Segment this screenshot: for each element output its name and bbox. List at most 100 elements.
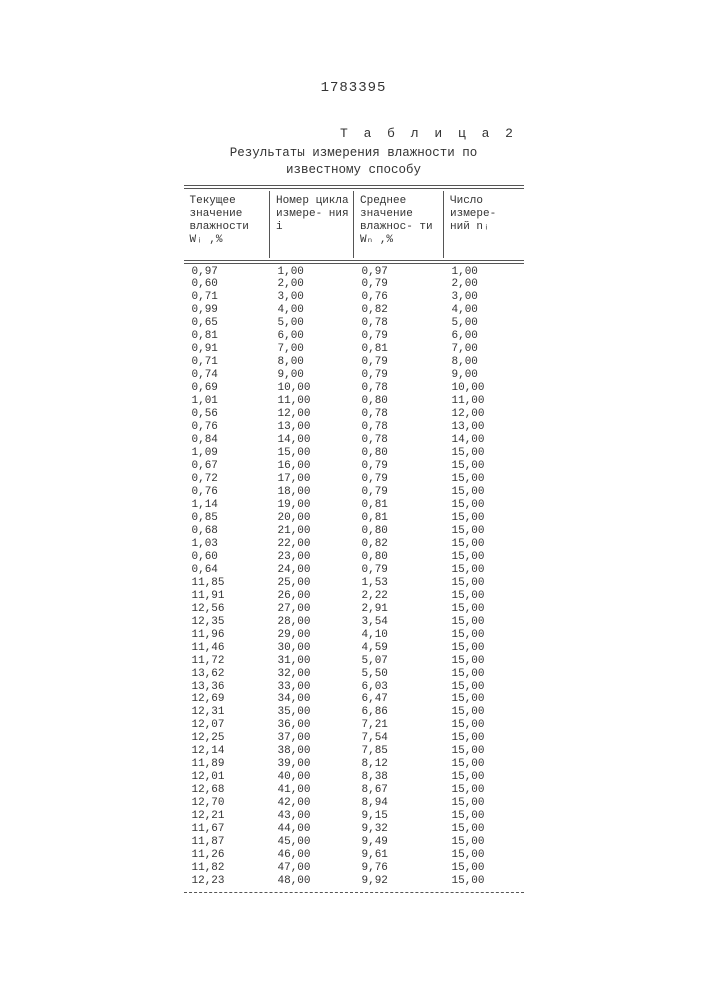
cell: 15,00 <box>444 732 524 745</box>
cell: 0,69 <box>184 382 270 395</box>
cell: 1,00 <box>270 266 354 279</box>
table-row: 12,7042,008,9415,00 <box>184 797 524 810</box>
cell: 36,00 <box>270 719 354 732</box>
cell: 0,80 <box>354 447 444 460</box>
cell: 9,49 <box>354 836 444 849</box>
cell: 33,00 <box>270 681 354 694</box>
cell: 5,00 <box>270 317 354 330</box>
cell: 6,00 <box>444 330 524 343</box>
cell: 37,00 <box>270 732 354 745</box>
cell: 32,00 <box>270 668 354 681</box>
cell: 8,12 <box>354 758 444 771</box>
cell: 0,79 <box>354 330 444 343</box>
cell: 15,00 <box>444 784 524 797</box>
cell: 0,97 <box>354 266 444 279</box>
cell: 6,00 <box>270 330 354 343</box>
cell: 15,00 <box>444 797 524 810</box>
cell: 12,31 <box>184 706 270 719</box>
table-row: 12,6934,006,4715,00 <box>184 693 524 706</box>
cell: 13,36 <box>184 681 270 694</box>
table-wrapper: Текущее значение влажности Wᵢ ,% Номер ц… <box>184 185 524 893</box>
table-row: 11,9126,002,2215,00 <box>184 590 524 603</box>
cell: 12,23 <box>184 875 270 888</box>
cell: 0,56 <box>184 408 270 421</box>
table-row: 12,0736,007,2115,00 <box>184 719 524 732</box>
cell: 15,00 <box>444 538 524 551</box>
document-number: 1783395 <box>0 80 707 96</box>
cell: 15,00 <box>444 758 524 771</box>
cell: 0,79 <box>354 486 444 499</box>
cell: 10,00 <box>270 382 354 395</box>
cell: 4,00 <box>444 304 524 317</box>
table-row: 1,1419,000,8115,00 <box>184 499 524 512</box>
cell: 15,00 <box>444 771 524 784</box>
cell: 12,14 <box>184 745 270 758</box>
table-row: 0,6821,000,8015,00 <box>184 525 524 538</box>
cell: 19,00 <box>270 499 354 512</box>
cell: 16,00 <box>270 460 354 473</box>
cell: 11,00 <box>444 395 524 408</box>
cell: 2,00 <box>270 278 354 291</box>
cell: 9,00 <box>270 369 354 382</box>
cell: 2,22 <box>354 590 444 603</box>
cell: 15,00 <box>444 551 524 564</box>
cell: 8,94 <box>354 797 444 810</box>
table-row: 1,0322,000,8215,00 <box>184 538 524 551</box>
cell: 3,00 <box>444 291 524 304</box>
cell: 15,00 <box>270 447 354 460</box>
table-row: 11,7231,005,0715,00 <box>184 655 524 668</box>
table-row: 11,2646,009,6115,00 <box>184 849 524 862</box>
table-row: 12,1438,007,8515,00 <box>184 745 524 758</box>
cell: 11,91 <box>184 590 270 603</box>
table-row: 0,5612,000,7812,00 <box>184 408 524 421</box>
rule-mid-2 <box>184 263 524 264</box>
cell: 12,70 <box>184 797 270 810</box>
cell: 5,50 <box>354 668 444 681</box>
cell: 10,00 <box>444 382 524 395</box>
col-header-i: Номер цикла измере- ния i <box>270 191 354 258</box>
cell: 0,81 <box>354 343 444 356</box>
cell: 0,82 <box>354 304 444 317</box>
cell: 6,47 <box>354 693 444 706</box>
cell: 8,38 <box>354 771 444 784</box>
table-row: 0,917,000,817,00 <box>184 343 524 356</box>
cell: 15,00 <box>444 836 524 849</box>
page: 1783395 Т а б л и ц а 2 Результаты измер… <box>0 0 707 1000</box>
cell: 11,82 <box>184 862 270 875</box>
cell: 0,72 <box>184 473 270 486</box>
table-row: 0,6910,000,7810,00 <box>184 382 524 395</box>
cell: 12,56 <box>184 603 270 616</box>
cell: 15,00 <box>444 875 524 888</box>
table-row: 1,0111,000,8011,00 <box>184 395 524 408</box>
cell: 0,78 <box>354 317 444 330</box>
cell: 15,00 <box>444 862 524 875</box>
cell: 0,74 <box>184 369 270 382</box>
cell: 24,00 <box>270 564 354 577</box>
cell: 3,00 <box>270 291 354 304</box>
table-row: 0,6023,000,8015,00 <box>184 551 524 564</box>
cell: 0,76 <box>184 486 270 499</box>
cell: 15,00 <box>444 603 524 616</box>
table-label: Т а б л и ц а 2 <box>0 126 517 141</box>
cell: 28,00 <box>270 616 354 629</box>
cell: 4,00 <box>270 304 354 317</box>
cell: 1,03 <box>184 538 270 551</box>
cell: 12,00 <box>270 408 354 421</box>
cell: 9,76 <box>354 862 444 875</box>
cell: 15,00 <box>444 499 524 512</box>
cell: 23,00 <box>270 551 354 564</box>
col-header-wn: Среднее значение влажнос- ти Wₙ ,% <box>354 191 444 258</box>
cell: 1,01 <box>184 395 270 408</box>
cell: 0,82 <box>354 538 444 551</box>
cell: 0,79 <box>354 564 444 577</box>
cell: 34,00 <box>270 693 354 706</box>
table-row: 0,713,000,763,00 <box>184 291 524 304</box>
table-row: 12,2143,009,1515,00 <box>184 810 524 823</box>
cell: 13,00 <box>444 421 524 434</box>
table-row: 0,6716,000,7915,00 <box>184 460 524 473</box>
cell: 39,00 <box>270 758 354 771</box>
cell: 25,00 <box>270 577 354 590</box>
cell: 14,00 <box>444 434 524 447</box>
rule-mid-1 <box>184 260 524 261</box>
table-row: 12,2348,009,9215,00 <box>184 875 524 888</box>
